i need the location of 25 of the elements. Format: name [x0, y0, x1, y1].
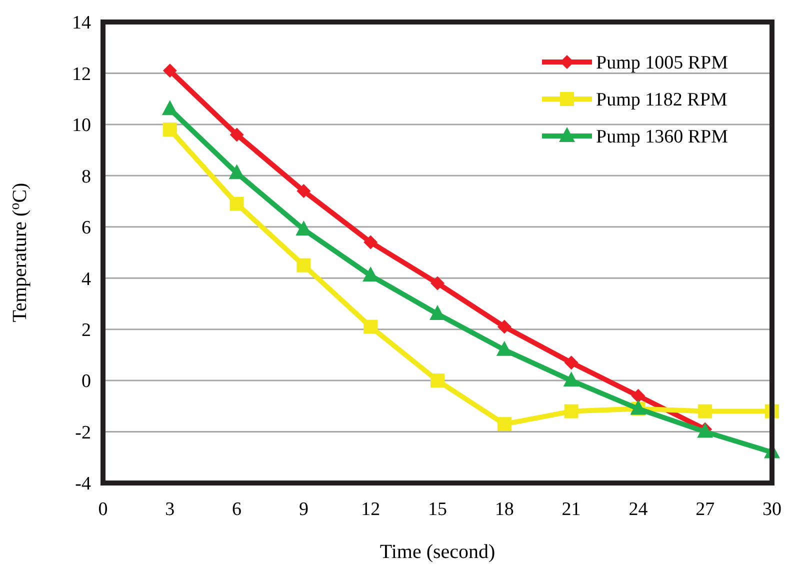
- y-tick-label: 4: [82, 268, 92, 290]
- y-tick-label: 10: [72, 115, 91, 136]
- y-tick-label: 6: [82, 218, 91, 239]
- y-tick-label: -2: [75, 422, 91, 444]
- x-tick-label: 12: [361, 499, 380, 520]
- x-tick-label: 3: [165, 499, 175, 520]
- y-tick-label: 14: [72, 12, 92, 34]
- x-tick-label: 27: [696, 499, 715, 520]
- x-tick-label: 30: [762, 499, 782, 520]
- x-tick-label: 24: [628, 499, 648, 520]
- y-tick-label: 0: [82, 371, 91, 392]
- legend-label: Pump 1182 RPM: [596, 90, 728, 111]
- x-tick-label: 18: [494, 499, 514, 520]
- y-tick-label: 8: [82, 166, 91, 188]
- legend-label: Pump 1360 RPM: [596, 126, 728, 148]
- x-axis-title: Time (second): [380, 541, 496, 563]
- y-tick-label: -4: [75, 474, 92, 495]
- legend-label: Pump 1005 RPM: [596, 52, 728, 74]
- y-tick-label: 2: [82, 320, 91, 341]
- x-tick-label: 0: [98, 499, 108, 520]
- x-tick-label: 6: [232, 499, 242, 520]
- y-tick-label: 12: [72, 64, 91, 85]
- x-tick-label: 9: [298, 499, 308, 520]
- x-tick-label: 21: [562, 499, 581, 520]
- x-tick-label: 15: [428, 499, 447, 520]
